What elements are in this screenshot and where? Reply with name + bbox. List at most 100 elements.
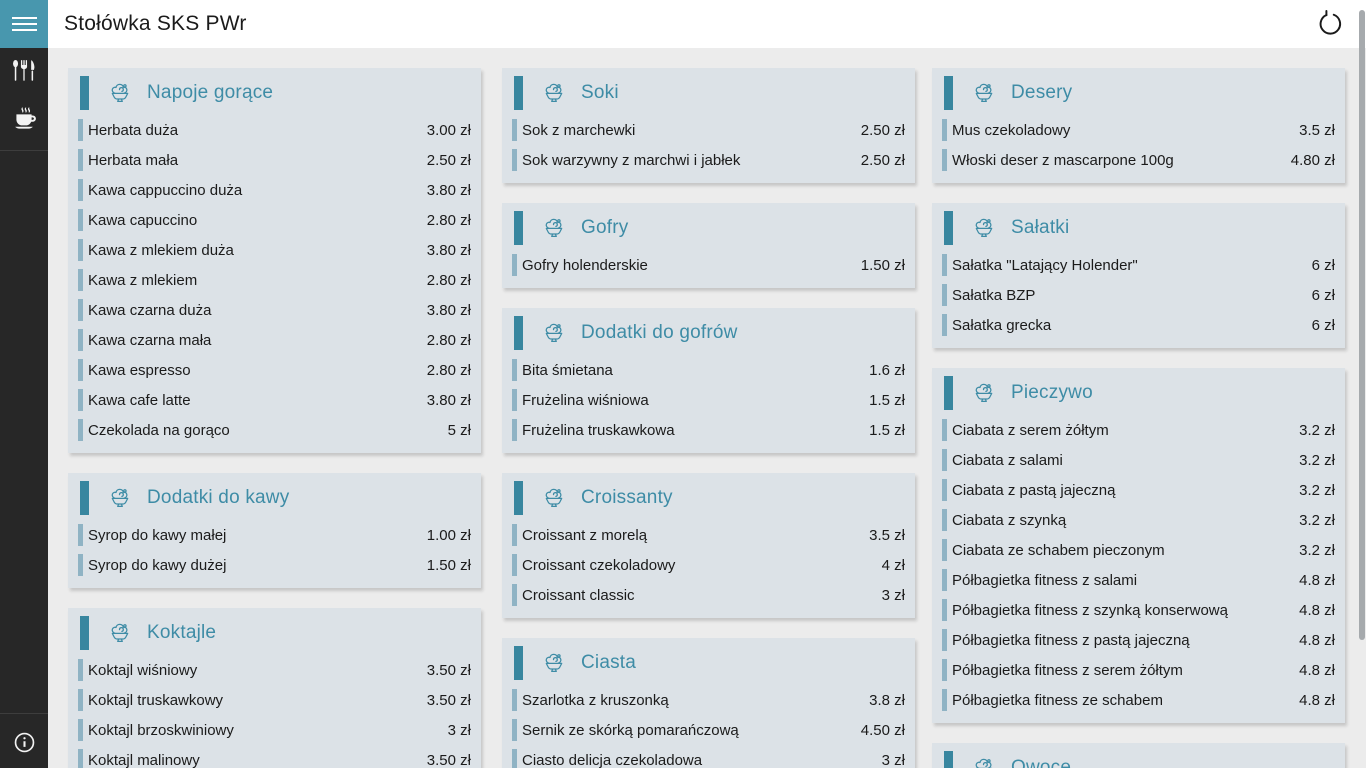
category-title: Desery [1011,82,1073,103]
category-header: Owoce [944,751,1345,768]
menu-item[interactable]: Frużelina wiśniowa 1.5 zł [512,385,915,415]
menu-item[interactable]: Kawa capuccino 2.80 zł [78,205,481,235]
menu-item[interactable]: Croissant czekoladowy 4 zł [512,550,915,580]
menu-item-price: 3.80 zł [426,301,471,319]
menu-item-name: Koktajl brzoskwiniowy [88,721,234,739]
category-header: Dodatki do kawy [80,481,481,515]
menu-item[interactable]: Koktajl malinowy 3.50 zł [78,745,481,768]
menu-item[interactable]: Ciabata z szynką 3.2 zł [942,505,1345,535]
category-header: Gofry [514,211,915,245]
menu-item[interactable]: Kawa czarna mała 2.80 zł [78,325,481,355]
category-header: Dodatki do gofrów [514,316,915,350]
menu-item[interactable]: Koktajl truskawkowy 3.50 zł [78,685,481,715]
category-header: Koktajle [80,616,481,650]
menu-item[interactable]: Sałatka BZP 6 zł [942,280,1345,310]
menu-item[interactable]: Sałatka "Latający Holender" 6 zł [942,250,1345,280]
menu-item[interactable]: Kawa z mlekiem 2.80 zł [78,265,481,295]
menu-item[interactable]: Półbagietka fitness z pastą jajeczną 4.8 … [942,625,1345,655]
menu-item[interactable]: Sałatka grecka 6 zł [942,310,1345,340]
category-items: Bita śmietana 1.6 zł Frużelina wiśniowa 1.5… [502,355,915,445]
menu-item-price: 3.80 zł [426,241,471,259]
category-header: Ciasta [514,646,915,680]
menu-item[interactable]: Czekolada na gorąco 5 zł [78,415,481,445]
category-title: Dodatki do gofrów [581,322,738,343]
refresh-button[interactable] [1315,9,1343,38]
category-title: Ciasta [581,652,637,673]
menu-item-price: 6 zł [1311,286,1335,304]
menu-item[interactable]: Frużelina truskawkowa 1.5 zł [512,415,915,445]
category-items: Ciabata z serem żółtym 3.2 zł Ciabata z sa… [932,415,1345,715]
menu-item-price: 6 zł [1311,316,1335,334]
menu-item[interactable]: Koktajl wiśniowy 3.50 zł [78,655,481,685]
category-title: Koktajle [147,622,217,643]
menu-item-price: 3.8 zł [869,691,905,709]
menu-item[interactable]: Syrop do kawy dużej 1.50 zł [78,550,481,580]
menu-item-price: 3.2 zł [1299,451,1335,469]
dessert-cup-icon [972,381,996,405]
sidebar-item-drinks[interactable] [0,96,48,144]
menu-item[interactable]: Włoski deser z mascarpone 100g 4.80 zł [942,145,1345,175]
menu-item[interactable]: Koktajl brzoskwiniowy 3 zł [78,715,481,745]
menu-item[interactable]: Półbagietka fitness z serem żółtym 4.8 zł [942,655,1345,685]
menu-item-price: 3 zł [881,586,905,604]
menu-item-name: Frużelina wiśniowa [522,391,649,409]
menu-item[interactable]: Ciabata ze schabem pieczonym 3.2 zł [942,535,1345,565]
menu-item-name: Herbata duża [88,121,179,139]
menu-item[interactable]: Ciabata z salami 3.2 zł [942,445,1345,475]
menu-item[interactable]: Szarlotka z kruszonką 3.8 zł [512,685,915,715]
category-items: Herbata duża 3.00 zł Herbata mała 2.50 zł Ka… [68,115,481,445]
menu-item[interactable]: Sok warzywny z marchwi i jabłek 2.50 zł [512,145,915,175]
coffee-cup-icon [10,105,38,136]
cutlery-icon [11,58,37,87]
menu-item[interactable]: Półbagietka fitness z salami 4.8 zł [942,565,1345,595]
menu-item[interactable]: Sernik ze skórką pomarańczową 4.50 zł [512,715,915,745]
dessert-cup-icon [108,81,132,105]
menu-item-name: Syrop do kawy małej [88,526,227,544]
menu-item[interactable]: Kawa czarna duża 3.80 zł [78,295,481,325]
menu-item-name: Bita śmietana [522,361,613,379]
menu-column-3: Desery Mus czekoladowy 3.5 zł Włoski deser … [932,68,1345,768]
menu-item[interactable]: Półbagietka fitness z szynką konserwową 4… [942,595,1345,625]
menu-item-name: Kawa capuccino [88,211,198,229]
menu-item-name: Ciabata ze schabem pieczonym [952,541,1165,559]
menu-item[interactable]: Kawa cafe latte 3.80 zł [78,385,481,415]
menu-item[interactable]: Sok z marchewki 2.50 zł [512,115,915,145]
menu-item[interactable]: Kawa espresso 2.80 zł [78,355,481,385]
dessert-cup-icon [108,621,132,645]
menu-item-name: Sernik ze skórką pomarańczową [522,721,739,739]
menu-column-2: Soki Sok z marchewki 2.50 zł Sok warzywny z… [502,68,915,768]
menu-item[interactable]: Herbata mała 2.50 zł [78,145,481,175]
category-title: Croissanty [581,487,673,508]
menu-item[interactable]: Croissant z morelą 3.5 zł [512,520,915,550]
category-items: Gofry holenderskie 1.50 zł [502,250,915,280]
menu-item[interactable]: Bita śmietana 1.6 zł [512,355,915,385]
menu-card-salatki: Sałatki Sałatka "Latający Holender" 6 zł Sa… [932,203,1345,348]
menu-item[interactable]: Ciasto delicja czekoladowa 3 zł [512,745,915,768]
menu-item[interactable]: Ciabata z serem żółtym 3.2 zł [942,415,1345,445]
menu-item[interactable]: Croissant classic 3 zł [512,580,915,610]
menu-item[interactable]: Gofry holenderskie 1.50 zł [512,250,915,280]
vertical-scrollbar[interactable] [1359,10,1365,640]
menu-item[interactable]: Półbagietka fitness ze schabem 4.8 zł [942,685,1345,715]
sidebar-item-info[interactable] [0,720,48,768]
menu-item-name: Półbagietka fitness z pastą jajeczną [952,631,1190,649]
menu-item-price: 3.5 zł [869,526,905,544]
menu-item[interactable]: Kawa cappuccino duża 3.80 zł [78,175,481,205]
category-title: Soki [581,82,619,103]
menu-item-price: 3 zł [447,721,471,739]
menu-item[interactable]: Kawa z mlekiem duża 3.80 zł [78,235,481,265]
menu-item[interactable]: Syrop do kawy małej 1.00 zł [78,520,481,550]
dessert-cup-icon [972,81,996,105]
category-header: Croissanty [514,481,915,515]
sidebar-item-food[interactable] [0,48,48,96]
hamburger-menu-button[interactable] [0,0,48,48]
category-items: Szarlotka z kruszonką 3.8 zł Sernik ze skó… [502,685,915,768]
menu-item[interactable]: Ciabata z pastą jajeczną 3.2 zł [942,475,1345,505]
sidebar [0,0,48,768]
menu-item-price: 3.2 zł [1299,421,1335,439]
menu-item-name: Sok warzywny z marchwi i jabłek [522,151,741,169]
menu-item-name: Szarlotka z kruszonką [522,691,669,709]
menu-item-price: 1.5 zł [869,391,905,409]
menu-item[interactable]: Mus czekoladowy 3.5 zł [942,115,1345,145]
menu-item[interactable]: Herbata duża 3.00 zł [78,115,481,145]
